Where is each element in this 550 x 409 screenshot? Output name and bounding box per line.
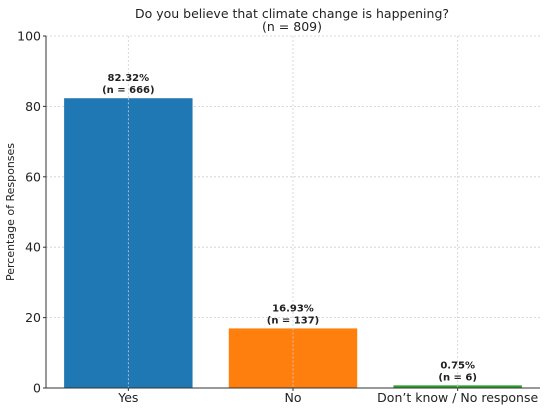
x-tick-label: No — [285, 390, 302, 405]
data-label-count: (n = 666) — [102, 85, 154, 96]
data-label-percent: 0.75% — [440, 360, 475, 371]
y-tick-label: 60 — [25, 169, 41, 184]
y-tick-label: 20 — [25, 310, 41, 325]
chart-subtitle: (n = 809) — [262, 19, 322, 34]
y-tick-label: 0 — [33, 381, 41, 396]
x-tick-label: Don’t know / No response — [377, 390, 538, 405]
chart-title: Do you believe that climate change is ha… — [135, 6, 449, 21]
y-tick-label: 100 — [17, 29, 41, 44]
data-label-count: (n = 137) — [267, 315, 319, 326]
y-tick-label: 40 — [25, 240, 41, 255]
data-label-percent: 16.93% — [272, 303, 314, 314]
x-tick-label: Yes — [117, 390, 138, 405]
y-tick-label: 80 — [25, 99, 41, 114]
data-label-percent: 82.32% — [108, 73, 150, 84]
y-axis-label: Percentage of Responses — [4, 143, 17, 281]
data-label-count: (n = 6) — [438, 372, 477, 383]
